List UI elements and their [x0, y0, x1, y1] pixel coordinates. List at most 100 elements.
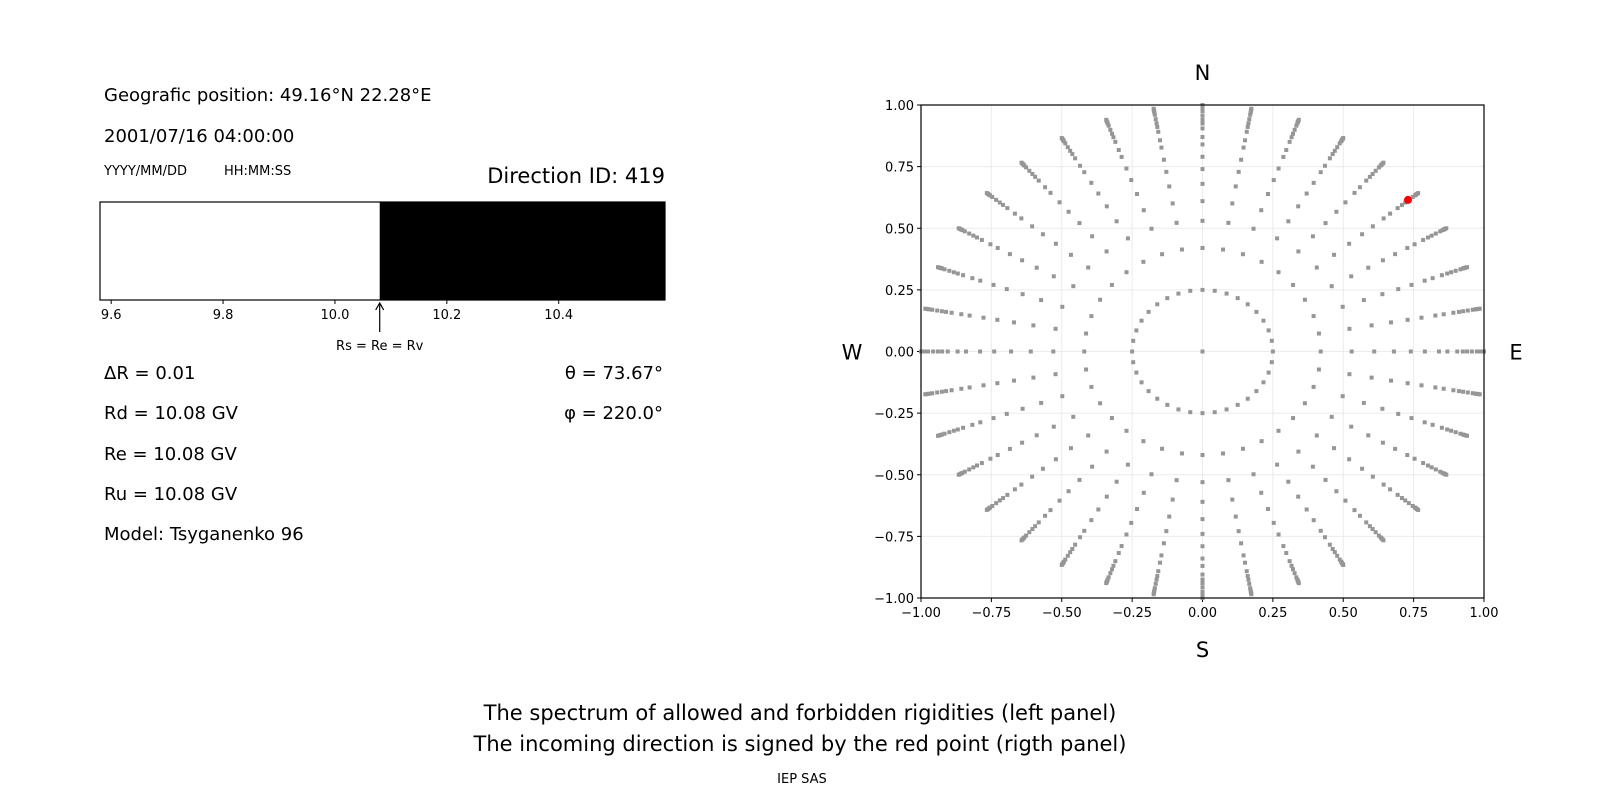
grid-point	[1310, 464, 1315, 469]
grid-point	[1235, 402, 1240, 407]
grid-point	[1296, 449, 1301, 454]
grid-point	[978, 349, 983, 354]
grid-point	[1327, 156, 1332, 161]
grid-point	[1036, 520, 1041, 525]
grid-point	[1396, 411, 1401, 416]
grid-point	[1470, 307, 1475, 312]
grid-point	[1372, 349, 1377, 354]
grid-point	[1188, 288, 1193, 293]
grid-point	[1200, 109, 1205, 114]
grid-point	[1465, 349, 1470, 354]
grid-point	[1068, 550, 1073, 555]
grid-point	[1070, 546, 1075, 551]
grid-point	[1370, 527, 1375, 532]
grid-point	[956, 226, 961, 231]
grid-point	[1077, 477, 1082, 482]
grid-point	[1157, 560, 1162, 565]
grid-point	[974, 235, 979, 240]
grid-point	[1053, 372, 1058, 377]
spectrum-frame	[99, 201, 666, 301]
grid-point	[1366, 265, 1371, 270]
grid-point	[1176, 407, 1181, 412]
grid-point	[1241, 553, 1246, 558]
grid-point	[1020, 292, 1025, 297]
grid-point	[1405, 317, 1410, 322]
grid-point	[1033, 174, 1038, 179]
grid-point	[959, 312, 964, 317]
grid-point	[1291, 282, 1296, 287]
grid-point	[1019, 538, 1024, 543]
grid-point	[1230, 497, 1235, 502]
grid-point	[1011, 320, 1016, 325]
grid-point	[951, 270, 956, 275]
grid-point	[1410, 195, 1415, 200]
geographic-position: Geografic position: 49.16°N 22.28°E	[104, 85, 432, 106]
grid-point	[1159, 553, 1164, 558]
grid-point	[935, 390, 940, 395]
grid-point	[1261, 380, 1266, 385]
grid-point	[1412, 456, 1417, 461]
grid-point	[1221, 451, 1226, 456]
grid-point	[1323, 477, 1328, 482]
grid-point	[1233, 184, 1238, 189]
grid-point	[1027, 530, 1032, 535]
grid-point	[979, 237, 984, 242]
y-tick-label: −0.75	[874, 530, 914, 545]
grid-point	[1155, 302, 1160, 307]
grid-point	[991, 416, 996, 421]
grid-point	[1084, 331, 1089, 336]
grid-point	[1276, 270, 1281, 275]
grid-point	[955, 427, 960, 432]
grid-point	[978, 278, 983, 283]
grid-point	[935, 265, 940, 270]
grid-point	[1399, 496, 1404, 501]
grid-point	[1096, 507, 1101, 512]
grid-point	[1176, 291, 1181, 296]
grid-point	[1287, 139, 1292, 144]
grid-point	[931, 349, 936, 354]
ru-value: Ru = 10.08 GV	[104, 484, 238, 505]
grid-point	[949, 388, 954, 393]
grid-point	[1438, 229, 1443, 234]
grid-point	[1380, 440, 1385, 445]
grid-point	[1249, 592, 1254, 597]
grid-point	[1200, 245, 1205, 250]
grid-point	[1265, 507, 1270, 512]
grid-point	[1020, 440, 1025, 445]
grid-point	[1254, 389, 1259, 394]
direction-scatter-chart: −1.00−1.00 −0.75 −0.75 −0.50 −0.50 −0.25 −0.25…	[842, 61, 1523, 662]
y-tick-label: 0.75	[885, 161, 914, 176]
grid-point	[1141, 439, 1146, 444]
grid-point	[1119, 544, 1124, 549]
grid-point	[1259, 490, 1264, 495]
grid-point	[1360, 466, 1365, 471]
grid-point	[1322, 535, 1327, 540]
grid-point	[1151, 106, 1156, 111]
grid-point	[984, 191, 989, 196]
grid-point	[1116, 551, 1121, 556]
grid-point	[1286, 219, 1291, 224]
grid-point	[1007, 252, 1012, 257]
grid-point	[1245, 396, 1250, 401]
grid-point	[1271, 178, 1276, 183]
grid-point	[1161, 541, 1166, 546]
grid-point	[955, 271, 960, 276]
grid-point	[1332, 550, 1337, 555]
grid-point	[1129, 520, 1134, 525]
grid-point	[1057, 200, 1062, 205]
grid-point	[1396, 287, 1401, 292]
grid-point	[1200, 349, 1205, 354]
grid-point	[1405, 245, 1410, 250]
grid-point	[974, 463, 979, 468]
grid-point	[1259, 259, 1264, 264]
grid-point	[1109, 282, 1114, 287]
x-tick-label: −1.00	[901, 606, 941, 621]
grid-point	[1329, 284, 1334, 289]
grid-point	[1370, 224, 1375, 229]
grid-point	[1291, 567, 1296, 572]
theta-value: θ = 73.67°	[564, 363, 663, 384]
grid-point	[967, 385, 972, 390]
grid-point	[1296, 249, 1301, 254]
grid-point	[1200, 563, 1205, 568]
grid-point	[1337, 141, 1342, 146]
